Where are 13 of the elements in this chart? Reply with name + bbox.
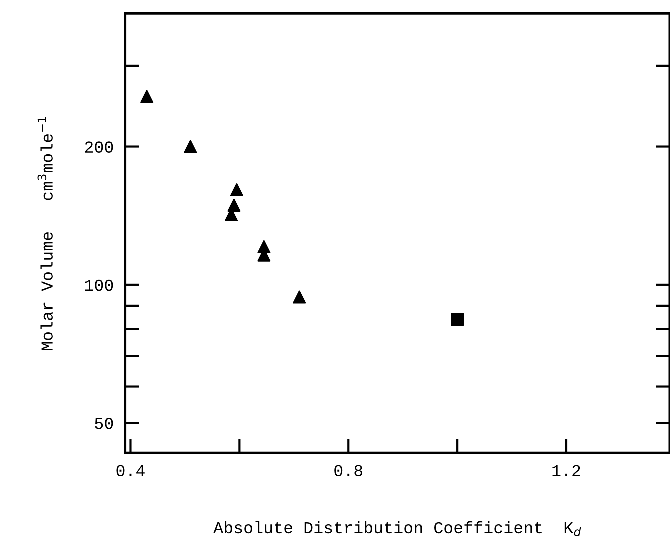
x-tick-label: 1.2 xyxy=(552,465,580,476)
point xyxy=(140,90,154,104)
point xyxy=(230,184,244,197)
x-tick-label: 0.8 xyxy=(334,465,363,477)
point xyxy=(293,290,306,304)
y-tick-label: 100 xyxy=(85,280,114,292)
y-axis-title: Molar Volume cm$^{3}$mole$^{−1}$ xyxy=(38,117,53,350)
point xyxy=(184,140,198,154)
x-axis-title: Absolute Distribution Coefficient K$_{d}$ xyxy=(214,521,582,536)
x-tick-label: 0.4 xyxy=(116,465,145,477)
y-tick-label: 200 xyxy=(85,142,114,153)
point xyxy=(451,313,464,326)
y-tick-label: 50 xyxy=(95,418,114,430)
